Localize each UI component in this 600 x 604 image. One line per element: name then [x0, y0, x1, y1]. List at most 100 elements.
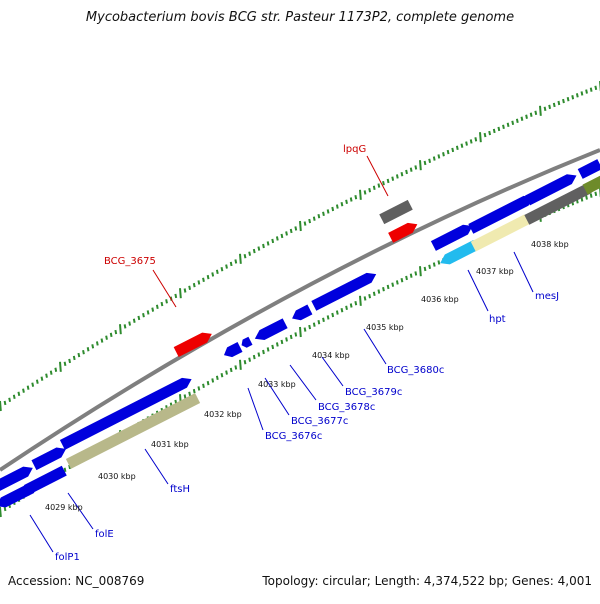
outer-tick-dot: [465, 141, 468, 146]
inner-tick-dot: [414, 271, 418, 276]
outer-tick-dot: [49, 370, 53, 375]
gene-label-folP1[interactable]: folP1: [55, 552, 80, 563]
gene-BCG_3680c: [311, 272, 377, 311]
gene-upper-right-2: [468, 195, 534, 234]
gene-BCG_3676c: [223, 342, 243, 358]
inner-tick-dot: [419, 266, 422, 277]
gene-hpt: [440, 240, 479, 265]
gene-label-BCG_3679c[interactable]: BCG_3679c: [345, 387, 402, 398]
outer-tick-dot: [26, 385, 30, 390]
leader-BCG_3680c: [363, 328, 387, 365]
leader-BCG_3677c: [264, 377, 290, 416]
outer-tick-dot: [363, 190, 367, 195]
gene-BCG_3679c: [292, 304, 313, 321]
outer-tick-dot: [511, 120, 515, 125]
inner-tick-dot: [340, 308, 344, 313]
gene-label-ftsH[interactable]: ftsH: [170, 484, 190, 495]
outer-tick-dot: [105, 335, 108, 340]
outer-tick-dot: [377, 183, 381, 188]
inner-tick-dot: [220, 373, 224, 378]
outer-tick-dot: [77, 352, 81, 358]
gene-label-BCG_3680c[interactable]: BCG_3680c: [387, 365, 444, 376]
inner-tick-dot: [326, 315, 330, 320]
gene-BCG_3678c-shape: [254, 318, 288, 340]
gene-upper-right-4: [577, 159, 600, 179]
outer-tick-dot: [252, 248, 256, 254]
outer-tick-dot: [40, 376, 44, 381]
outer-tick-dot: [391, 176, 395, 181]
inner-tick-dot: [349, 303, 353, 308]
outer-tick-dot: [368, 187, 372, 193]
outer-tick-dot: [359, 189, 362, 200]
outer-tick-dot: [119, 324, 122, 335]
gene-label-BCG_3678c[interactable]: BCG_3678c: [318, 402, 375, 413]
outer-tick-dot: [22, 388, 25, 393]
outer-tick-dot: [455, 145, 459, 150]
outer-tick-dot: [192, 282, 196, 288]
gene-lpqG-gray: [379, 199, 413, 225]
outer-tick-dot: [575, 93, 579, 98]
outer-tick-dot: [557, 100, 561, 106]
outer-tick-dot: [31, 382, 35, 387]
gene-khaki-band-shape: [65, 393, 201, 469]
outer-tick-dot: [54, 367, 58, 372]
outer-tick-dot: [529, 112, 533, 117]
inner-tick-dot: [252, 354, 256, 360]
outer-tick-dot: [349, 197, 353, 202]
outer-tick-dot: [405, 169, 408, 175]
gene-label-BCG_3677c[interactable]: BCG_3677c: [291, 416, 348, 427]
outer-tick-dot: [308, 218, 312, 224]
outer-tick-dot: [142, 312, 145, 318]
outer-tick-dot: [400, 171, 404, 177]
outer-tick-dot: [442, 152, 445, 157]
outer-tick-dot: [3, 400, 7, 406]
outer-tick-dot: [317, 214, 321, 219]
leader-BCG_3679c: [321, 356, 344, 387]
leader-BCG_3675: [152, 269, 177, 308]
outer-tick-dot: [206, 274, 210, 280]
outer-tick-dot: [243, 254, 247, 259]
gene-label-lpqG[interactable]: lpqG: [343, 144, 366, 155]
inner-tick-dot: [234, 365, 238, 370]
inner-tick-dot: [382, 287, 385, 292]
gene-label-BCG_3676c[interactable]: BCG_3676c: [265, 431, 322, 442]
leader-BCG_3678c: [289, 364, 317, 401]
outer-tick-dot: [59, 361, 62, 372]
label-leader-lines: [29, 155, 534, 553]
gene-mesJ-shape: [470, 214, 530, 252]
inner-tick-dot: [377, 289, 381, 294]
outer-tick-dot: [331, 206, 335, 212]
outer-tick-dot: [165, 299, 168, 304]
outer-tick-dot: [95, 341, 99, 346]
gene-label-folE[interactable]: folE: [95, 529, 114, 540]
page-title: Mycobacterium bovis BCG str. Pasteur 117…: [85, 10, 515, 25]
inner-tick-dot: [423, 266, 427, 272]
gene-label-BCG_3675[interactable]: BCG_3675: [104, 256, 156, 267]
leader-hpt: [467, 269, 489, 312]
inner-tick-dot: [312, 322, 316, 327]
inner-tick-dot: [303, 327, 307, 332]
inner-tick-dot: [280, 339, 284, 345]
outer-tick-dot: [174, 293, 178, 299]
gene-khaki-band: [65, 393, 201, 469]
inner-tick-dot: [192, 388, 196, 394]
outer-tick-dot: [114, 329, 118, 335]
inner-tick-dot: [0, 506, 2, 518]
gene-BCG_3675: [173, 332, 212, 357]
gene-label-mesJ[interactable]: mesJ: [535, 291, 559, 302]
gene-label-hpt[interactable]: hpt: [489, 314, 506, 325]
inner-tick-dot: [386, 284, 390, 290]
outer-tick-dot: [289, 228, 293, 234]
gene-mesJ: [470, 214, 530, 252]
tick-label-4036: 4036 kbp: [421, 295, 459, 304]
gene-left-top-shape: [0, 466, 33, 491]
inner-tick-dot: [354, 300, 358, 306]
tick-label-4031: 4031 kbp: [151, 440, 189, 449]
outer-tick-dot: [437, 154, 441, 159]
outer-tick-dot: [479, 132, 482, 143]
outer-tick-dot: [372, 185, 376, 191]
outer-tick-dot: [8, 397, 12, 403]
outer-tick-dot: [123, 324, 127, 329]
